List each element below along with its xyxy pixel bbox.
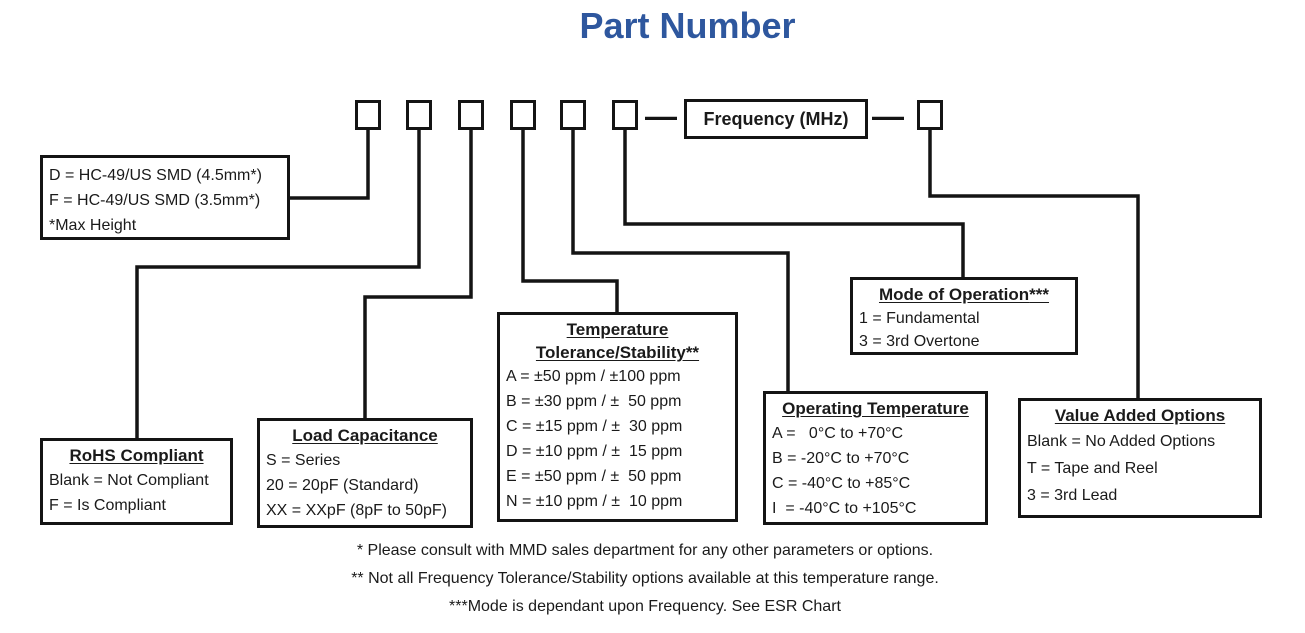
legend-line: *Max Height <box>49 217 137 234</box>
box-title: Tolerance/Stability** <box>535 343 700 362</box>
pn-digit-box-1 <box>355 100 381 130</box>
box-title: Value Added Options <box>1054 406 1226 425</box>
pn-digit-box-6 <box>612 100 638 130</box>
legend-line: 20 = 20pF (Standard) <box>266 477 419 494</box>
legend-line: C = -40°C to +85°C <box>772 475 911 492</box>
connector-value-added <box>928 128 1140 400</box>
pn-digit-box-5 <box>560 100 586 130</box>
box-title: Load Capacitance <box>292 426 438 445</box>
box-title-suffix: *** <box>1029 285 1050 304</box>
legend-line: B = ±30 ppm / ± 50 ppm <box>506 393 682 410</box>
connector-load-cap <box>363 128 473 420</box>
legend-line: F = HC-49/US SMD (3.5mm*) <box>49 192 261 209</box>
dash-separator-right: — <box>872 98 904 134</box>
footnote-2: ** Not all Frequency Tolerance/Stability… <box>351 570 939 587</box>
pn-digit-box-3 <box>458 100 484 130</box>
box-title: RoHS Compliant <box>69 446 204 465</box>
frequency-label: Frequency (MHz) <box>703 108 849 129</box>
legend-line: 3 = 3rd Overtone <box>859 333 980 350</box>
pn-digit-box-7 <box>917 100 943 130</box>
package-legend-box: D = HC-49/US SMD (4.5mm*) F = HC-49/US S… <box>40 155 290 240</box>
temperature-tolerance-box: Temperature Tolerance/Stability** A = ±5… <box>497 312 738 522</box>
footnote-1: * Please consult with MMD sales departme… <box>356 542 934 559</box>
value-added-options-box: Value Added Options Blank = No Added Opt… <box>1018 398 1262 518</box>
legend-line: E = ±50 ppm / ± 50 ppm <box>506 468 682 485</box>
legend-line: 3 = 3rd Lead <box>1027 487 1118 504</box>
legend-line: XX = XXpF (8pF to 50pF) <box>266 502 447 519</box>
legend-line: S = Series <box>266 452 341 469</box>
footnotes: * Please consult with MMD sales departme… <box>0 537 1290 621</box>
box-title: Temperature <box>566 320 669 339</box>
rohs-compliant-box: RoHS Compliant Blank = Not Compliant F =… <box>40 438 233 525</box>
footnote-3: ***Mode is dependant upon Frequency. See… <box>449 598 841 615</box>
connector-rohs <box>135 128 421 440</box>
legend-line: Blank = No Added Options <box>1027 433 1216 450</box>
operating-temperature-box: Operating Temperature A = 0°C to +70°C B… <box>763 391 988 525</box>
page-title: Part Number <box>579 5 796 46</box>
legend-line: N = ±10 ppm / ± 10 ppm <box>506 493 683 510</box>
legend-line: I = -40°C to +105°C <box>772 500 917 517</box>
legend-line: 1 = Fundamental <box>859 310 980 327</box>
box-title: Operating Temperature <box>782 399 969 418</box>
legend-line: Blank = Not Compliant <box>49 472 209 489</box>
connector-temp-tolerance <box>521 128 619 314</box>
connector-mode <box>623 128 965 279</box>
load-capacitance-box: Load Capacitance S = Series 20 = 20pF (S… <box>257 418 473 528</box>
connector-op-temp <box>571 128 790 393</box>
pn-digit-box-4 <box>510 100 536 130</box>
legend-line: A = 0°C to +70°C <box>772 425 904 442</box>
box-title: Mode of Operation*** <box>878 285 1050 304</box>
legend-line: D = ±10 ppm / ± 15 ppm <box>506 443 683 460</box>
dash-separator-left: — <box>645 98 677 134</box>
legend-line: A = ±50 ppm / ±100 ppm <box>506 368 681 385</box>
legend-line: B = -20°C to +70°C <box>772 450 910 467</box>
mode-of-operation-box: Mode of Operation*** 1 = Fundamental 3 =… <box>850 277 1078 355</box>
connector-package <box>290 128 370 200</box>
frequency-box: Frequency (MHz) <box>684 99 868 139</box>
legend-line: D = HC-49/US SMD (4.5mm*) <box>49 167 262 184</box>
pn-digit-box-2 <box>406 100 432 130</box>
legend-line: T = Tape and Reel <box>1027 460 1158 477</box>
legend-line: F = Is Compliant <box>49 497 166 514</box>
legend-line: C = ±15 ppm / ± 30 ppm <box>506 418 683 435</box>
